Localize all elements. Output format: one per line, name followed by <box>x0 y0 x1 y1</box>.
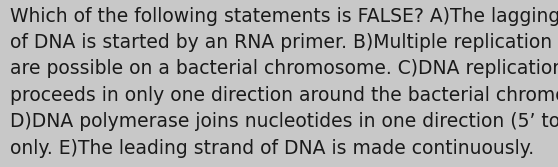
Text: Which of the following statements is FALSE? A)The lagging strand: Which of the following statements is FAL… <box>10 7 558 26</box>
Text: are possible on a bacterial chromosome. C)DNA replication: are possible on a bacterial chromosome. … <box>10 59 558 78</box>
Text: only. E)The leading strand of DNA is made continuously.: only. E)The leading strand of DNA is mad… <box>10 139 534 158</box>
Text: D)DNA polymerase joins nucleotides in one direction (5’ to 3’): D)DNA polymerase joins nucleotides in on… <box>10 112 558 131</box>
Text: of DNA is started by an RNA primer. B)Multiple replication forks: of DNA is started by an RNA primer. B)Mu… <box>10 33 558 52</box>
Text: proceeds in only one direction around the bacterial chromosome.: proceeds in only one direction around th… <box>10 86 558 105</box>
